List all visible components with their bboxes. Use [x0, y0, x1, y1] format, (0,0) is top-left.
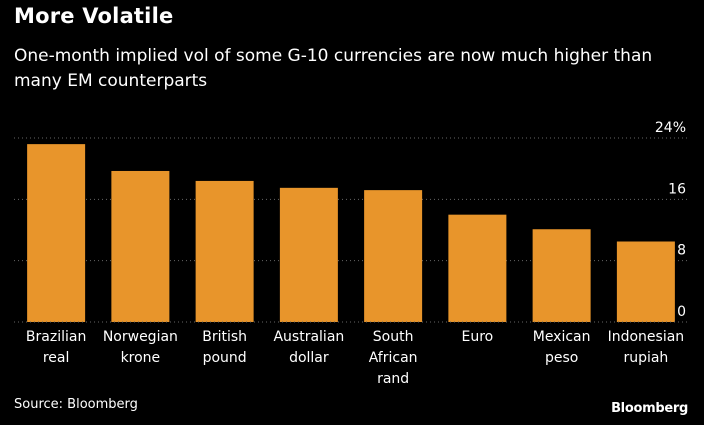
- y-tick-label: 16: [668, 181, 686, 197]
- bar: [448, 214, 507, 322]
- bar: [279, 187, 338, 322]
- bar: [27, 144, 86, 322]
- x-tick-label: real: [43, 350, 70, 366]
- x-tick-label: rupiah: [623, 350, 668, 366]
- x-tick-label: krone: [121, 350, 161, 366]
- y-tick-label: 0: [677, 304, 686, 320]
- x-tick-label: dollar: [289, 350, 329, 366]
- chart-title: More Volatile: [14, 4, 174, 28]
- chart-subtitle: One-month implied vol of some G-10 curre…: [14, 46, 653, 91]
- x-tick-label: British: [202, 329, 247, 345]
- x-tick-label: Norwegian: [103, 329, 178, 345]
- bar: [616, 241, 675, 322]
- bar: [111, 170, 170, 322]
- x-tick-label: Brazilian: [26, 329, 86, 345]
- bar: [364, 190, 423, 322]
- x-tick-label: peso: [545, 350, 578, 366]
- bar: [532, 229, 591, 322]
- x-tick-label: pound: [203, 350, 247, 366]
- bloomberg-logo: Bloomberg: [611, 401, 688, 416]
- y-tick-label: 8: [677, 243, 686, 259]
- x-tick-label: Mexican: [533, 329, 591, 345]
- x-tick-label: rand: [377, 371, 409, 387]
- source-note: Source: Bloomberg: [14, 397, 138, 412]
- x-tick-label: Australian: [273, 329, 344, 345]
- x-tick-label: Indonesian: [608, 329, 685, 345]
- x-tick-label: African: [369, 350, 418, 366]
- x-tick-label: South: [373, 329, 414, 345]
- y-tick-label: 24%: [655, 120, 686, 136]
- x-tick-label: Euro: [462, 329, 494, 345]
- bar: [195, 180, 254, 322]
